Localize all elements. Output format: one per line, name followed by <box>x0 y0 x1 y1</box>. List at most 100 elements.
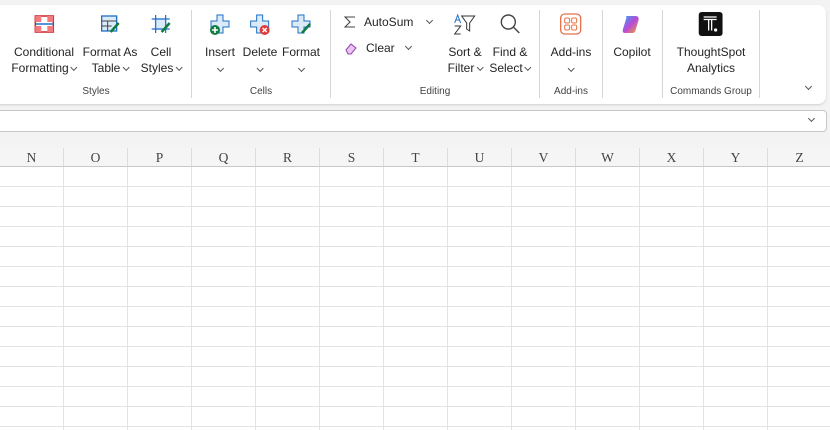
label: Copilot <box>613 45 651 59</box>
chevron-down-icon <box>426 16 434 25</box>
insert-cells-icon <box>209 14 230 35</box>
column-header-r[interactable]: R <box>256 148 320 167</box>
gridline <box>639 167 640 430</box>
label-line2: Analytics <box>686 61 736 75</box>
find-select-button[interactable]: Find & Select <box>489 12 532 76</box>
gridline <box>0 306 830 307</box>
thoughtspot-analytics-button[interactable]: ThoughtSpot Analytics <box>676 12 746 76</box>
column-header-v[interactable]: V <box>512 148 576 167</box>
chevron-down-icon <box>567 65 575 73</box>
label: Format <box>281 45 321 59</box>
gridline <box>0 286 830 287</box>
styles-group-label: Styles <box>82 86 110 97</box>
chevron-down-icon <box>476 63 484 71</box>
divider <box>759 10 760 98</box>
column-header-p[interactable]: P <box>128 148 192 167</box>
gridline <box>0 326 830 327</box>
gridline <box>191 167 192 430</box>
label: Add-ins <box>550 45 592 59</box>
gridline <box>703 167 704 430</box>
column-header-q[interactable]: Q <box>192 148 256 167</box>
label: Clear <box>366 41 395 55</box>
column-header-z[interactable]: Z <box>768 148 830 167</box>
chevron-down-icon <box>216 65 224 73</box>
label-line2: Filter <box>447 61 475 75</box>
commands-group-label: Commands Group <box>670 86 752 97</box>
gridline <box>383 167 384 430</box>
gridline <box>0 426 830 427</box>
gridline <box>0 266 830 267</box>
label-line1: ThoughtSpot <box>676 45 746 59</box>
sort-filter-button[interactable]: Sort & Filter <box>447 12 484 76</box>
expand-formula-bar-chevron-icon[interactable] <box>807 114 816 123</box>
column-header-t[interactable]: T <box>384 148 448 167</box>
delete-button[interactable]: Delete <box>242 12 278 76</box>
copilot-icon <box>622 16 639 33</box>
chevron-down-icon <box>175 63 183 71</box>
gridline <box>319 167 320 430</box>
label-line2: Styles <box>140 61 174 75</box>
gridline <box>0 246 830 247</box>
addins-icon <box>560 13 582 35</box>
label-line2: Table <box>91 61 121 75</box>
chevron-down-icon <box>70 63 78 71</box>
label-line1: Find & <box>492 45 528 59</box>
column-header-y[interactable]: Y <box>704 148 768 167</box>
label-line1: Conditional <box>13 45 75 59</box>
chevron-down-icon <box>404 42 412 51</box>
gridline <box>0 366 830 367</box>
gridline <box>767 167 768 430</box>
gridline <box>447 167 448 430</box>
column-header-w[interactable]: W <box>576 148 640 167</box>
gridline <box>0 406 830 407</box>
gridline <box>0 206 830 207</box>
divider <box>191 10 192 98</box>
cells-group-label: Cells <box>249 86 273 97</box>
column-header-n[interactable]: N <box>0 148 64 167</box>
conditional-formatting-icon <box>34 15 54 33</box>
delete-cells-icon <box>250 14 270 35</box>
gridline <box>0 226 830 227</box>
divider <box>662 10 663 98</box>
clear-button[interactable]: Clear <box>344 41 412 55</box>
thoughtspot-logo-icon <box>699 12 723 36</box>
chevron-down-icon <box>256 65 264 73</box>
label: Delete <box>242 45 278 59</box>
insert-button[interactable]: Insert <box>205 12 235 76</box>
label: Insert <box>204 45 236 59</box>
format-cells-icon <box>291 14 311 34</box>
chevron-down-icon <box>122 63 130 71</box>
column-header-x[interactable]: X <box>640 148 704 167</box>
sigma-icon <box>344 16 355 28</box>
addins-button[interactable]: Add-ins <box>550 12 592 76</box>
column-header-o[interactable]: O <box>64 148 128 167</box>
sort-filter-icon <box>453 13 476 35</box>
column-header-s[interactable]: S <box>320 148 384 167</box>
formula-bar-input[interactable] <box>0 110 827 132</box>
gridline <box>255 167 256 430</box>
gridline <box>0 346 830 347</box>
label: AutoSum <box>364 15 414 29</box>
gridline <box>511 167 512 430</box>
label-line2: Formatting <box>11 61 69 75</box>
label-line1: Format As <box>82 45 138 59</box>
chevron-down-icon <box>297 65 305 73</box>
gridline <box>127 167 128 430</box>
ribbon <box>0 5 826 104</box>
gridline <box>0 186 830 187</box>
cell-styles-button[interactable]: Cell Styles <box>140 12 183 76</box>
eraser-icon <box>345 43 357 55</box>
label-line1: Cell <box>150 45 172 59</box>
cell-styles-icon <box>152 15 171 33</box>
autosum-button[interactable]: AutoSum <box>344 15 434 29</box>
format-button[interactable]: Format <box>282 12 320 76</box>
gridline <box>575 167 576 430</box>
search-icon <box>500 14 520 34</box>
column-header-u[interactable]: U <box>448 148 512 167</box>
format-as-table-icon <box>101 15 120 33</box>
format-as-table-button[interactable]: Format As Table <box>82 12 138 76</box>
editing-group-label: Editing <box>419 86 451 97</box>
copilot-button[interactable]: Copilot <box>613 12 651 60</box>
conditional-formatting-button[interactable]: Conditional Formatting <box>11 12 78 76</box>
